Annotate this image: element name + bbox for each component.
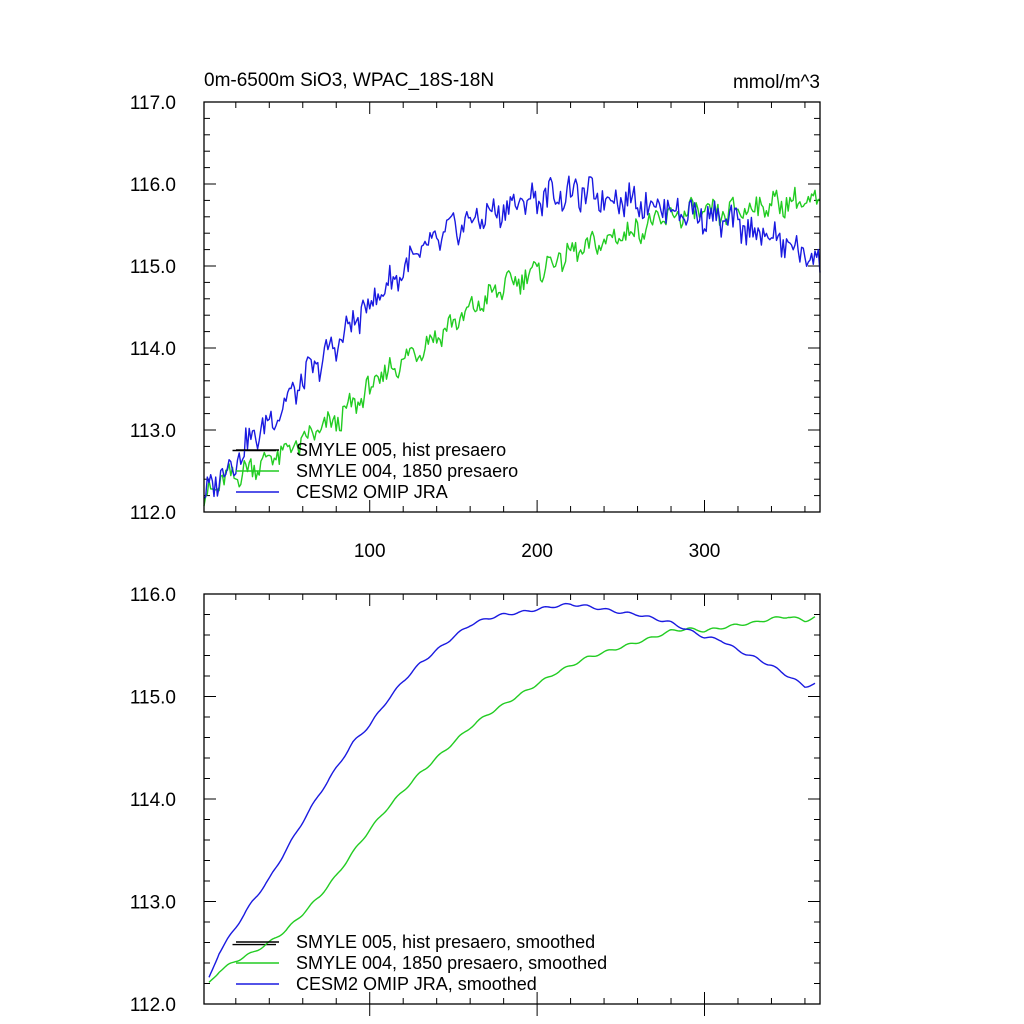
top-plot-title: 0m-6500m SiO3, WPAC_18S-18N [204, 70, 494, 91]
bottom-plot-y-tick-label: 116.0 [130, 585, 176, 606]
bottom-plot-legend: SMYLE 005, hist presaero, smoothedSMYLE … [236, 932, 607, 994]
top-plot-x-tick-label: 100 [354, 541, 386, 562]
bottom-plot-legend-label-p1850: SMYLE 004, 1850 presaero, smoothed [296, 953, 607, 973]
top-plot-y-tick-label: 114.0 [130, 339, 176, 360]
top-plot-x-tick-label: 200 [521, 541, 553, 562]
top-plot-legend-label-hist: SMYLE 005, hist presaero [296, 440, 506, 460]
top-plot-units: mmol/m^3 [733, 72, 820, 93]
top-plot-series-p1850 [203, 186, 820, 507]
top-plot-x-tick-label: 300 [689, 541, 721, 562]
bottom-plot-y-tick-label: 114.0 [130, 790, 176, 811]
top-plot-y-tick-label: 113.0 [130, 421, 176, 442]
bottom-plot-frame [203, 593, 821, 1005]
top-plot-y-tick-label: 115.0 [130, 257, 176, 278]
bottom-plot-y-tick-label: 113.0 [130, 893, 176, 914]
bottom-plot-panel: 112.0 113.0 114.0 115.0 116.0 SMYLE 005, his… [130, 585, 821, 1016]
top-plot-legend-label-omip: CESM2 OMIP JRA [296, 482, 448, 502]
bottom-plot-series-omip [208, 602, 816, 978]
top-plot-panel: 0m-6500m SiO3, WPAC_18S-18N mmol/m^3 112… [130, 70, 821, 562]
bottom-plot-series-p1850 [208, 616, 816, 983]
top-plot-series-omip [203, 175, 821, 499]
bottom-plot-legend-label-hist: SMYLE 005, hist presaero, smoothed [296, 932, 595, 952]
top-plot-y-tick-label: 117.0 [130, 93, 176, 114]
top-plot-y-tick-label: 116.0 [130, 175, 176, 196]
bottom-plot-legend-label-omip: CESM2 OMIP JRA, smoothed [296, 974, 537, 994]
bottom-plot-y-tick-label: 115.0 [130, 688, 176, 709]
top-plot-frame [203, 101, 821, 513]
top-plot-legend-label-p1850: SMYLE 004, 1850 presaero [296, 461, 518, 481]
bottom-plot-y-tick-label: 112.0 [130, 995, 176, 1016]
top-plot-y-tick-label: 112.0 [130, 503, 176, 524]
